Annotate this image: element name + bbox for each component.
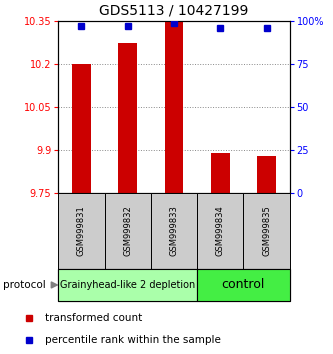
- Bar: [58, 193, 105, 269]
- Text: control: control: [222, 279, 265, 291]
- Bar: [257, 156, 276, 193]
- Bar: [165, 21, 183, 193]
- Text: GSM999832: GSM999832: [123, 206, 132, 256]
- Text: transformed count: transformed count: [45, 313, 142, 323]
- Bar: [243, 193, 290, 269]
- Text: GSM999834: GSM999834: [216, 206, 225, 256]
- Bar: [58, 269, 197, 301]
- Bar: [211, 153, 229, 193]
- Text: GSM999831: GSM999831: [77, 206, 86, 256]
- Bar: [72, 64, 91, 193]
- Text: GSM999833: GSM999833: [169, 206, 178, 256]
- Bar: [197, 193, 243, 269]
- Bar: [119, 43, 137, 193]
- Title: GDS5113 / 10427199: GDS5113 / 10427199: [99, 3, 249, 17]
- Bar: [151, 193, 197, 269]
- Bar: [197, 269, 290, 301]
- Text: GSM999835: GSM999835: [262, 206, 271, 256]
- Text: Grainyhead-like 2 depletion: Grainyhead-like 2 depletion: [60, 280, 195, 290]
- Bar: [105, 193, 151, 269]
- Text: percentile rank within the sample: percentile rank within the sample: [45, 335, 221, 346]
- Text: protocol: protocol: [3, 280, 46, 290]
